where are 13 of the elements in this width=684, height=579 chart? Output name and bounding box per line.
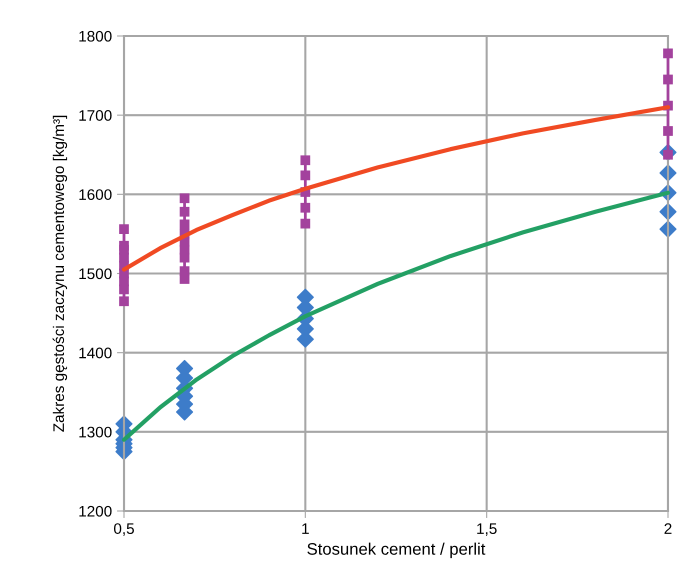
x-tick-label: 1,5: [477, 523, 497, 536]
x-tick-label: 2: [664, 523, 672, 534]
y-axis-title: Zakres gęstości zaczynu cementowego [kg/m³]: [52, 116, 68, 432]
y-tick-label: 1600: [79, 189, 112, 200]
y-tick-label: 1200: [79, 506, 112, 517]
y-tick-label: 1300: [79, 426, 112, 438]
x-axis-title: Stosunek cement / perlit: [307, 542, 486, 558]
y-tick-label: 1700: [79, 110, 112, 121]
y-tick-label: 1500: [79, 268, 112, 280]
x-tick-label: 1: [302, 523, 309, 534]
x-tick-label: 0,5: [114, 523, 134, 536]
y-tick-label: 1400: [79, 348, 112, 358]
y-tick-label: 1800: [79, 30, 112, 42]
